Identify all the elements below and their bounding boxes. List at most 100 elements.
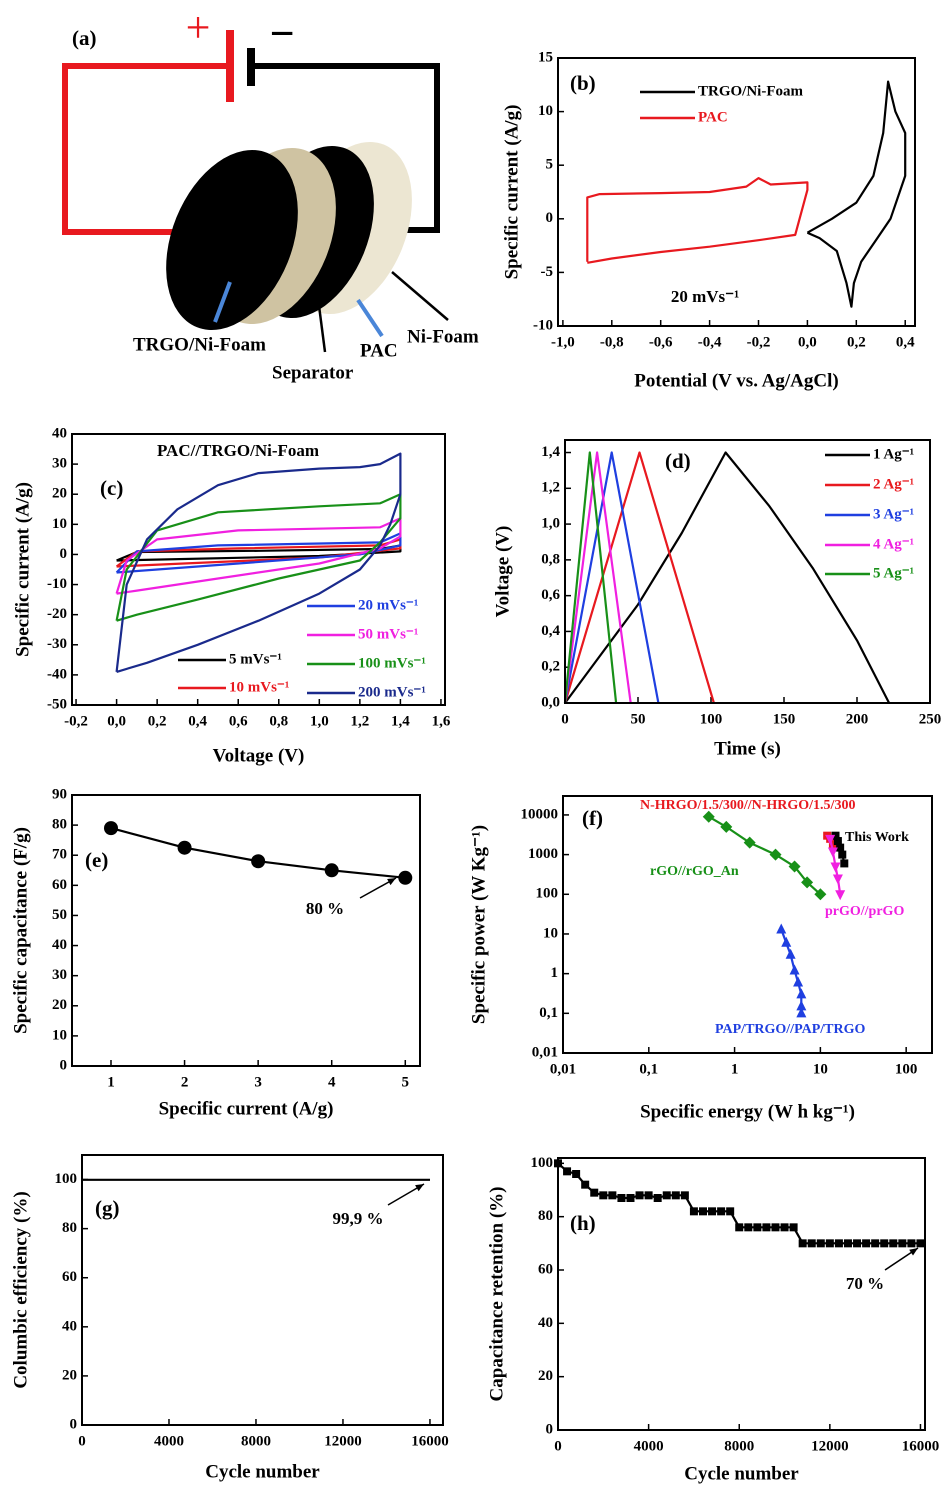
x-tick-label: -0,4 [698,334,722,350]
marker [689,1207,698,1216]
marker [807,1239,816,1248]
marker [702,810,715,823]
chart: 0 4000 8000 12000 16000 0 20 40 60 80 100 (g) Cycle … [10,1154,449,1482]
annotation: 80 % [306,899,344,918]
marker [907,1239,916,1248]
x-tick-label: -0,8 [600,334,624,350]
legend-label: 5 Ag⁻¹ [873,565,914,581]
y-tick-label: 70 [52,847,67,863]
marker [398,870,413,885]
y-tick-label: 0 [60,1057,68,1073]
series-line [806,80,907,308]
marker [789,1223,798,1232]
x-tick-label: 4000 [634,1438,664,1454]
y-tick-label: 0,0 [541,694,560,710]
panel-label: (b) [570,71,596,95]
arrow-head [387,878,396,886]
legend-label: 10 mVs⁻¹ [229,679,289,695]
red-wire [62,63,230,235]
plot-area: -0,2 0,0 0,2 0,4 0,6 0,8 1,0 1,2 1,4 1,6 -50 -40 -30… [47,425,451,729]
label: TRGO/Ni-Foam [133,334,266,355]
series-line [563,451,715,704]
marker [780,1223,789,1232]
arrow [391,271,449,321]
x-tick-label: 1,6 [432,713,451,729]
panel-label: (d) [665,449,691,473]
x-tick-label: 16000 [411,1433,449,1449]
annotation: 70 % [846,1274,884,1293]
x-tick-label: 0 [554,1438,562,1454]
x-axis-label: Voltage (V) [213,745,305,766]
marker [771,1223,780,1232]
y-tick-label: 0 [70,1416,78,1432]
chart: 0 4000 8000 12000 16000 0 20 40 60 80 100 (h) Cycle … [486,1155,939,1485]
y-tick-label: 60 [52,877,67,893]
series-line [563,451,632,704]
plot-area: 0 4000 8000 12000 16000 0 20 40 60 80 100 [531,1155,940,1455]
y-axis-label: Specific current (A/g) [501,105,522,280]
y-tick-label: 1000 [528,846,558,862]
y-tick-label: 0 [546,210,554,226]
legend-label: This Work [845,830,909,845]
marker [798,1239,807,1248]
plot-area: 0,01 0,1 1 10 100 0,01 0,1 1 10 100 1000 10000 [521,806,918,1077]
panel-label: (e) [85,848,108,872]
arrow [213,281,232,323]
x-tick-label: 50 [631,711,646,727]
chart: 0 50 100 150 200 250 0,0 0,2 0,4 0,6 0,8 1,0 1,2 1,4 1… [492,439,941,759]
x-axis-label: Cycle number [205,1461,320,1482]
y-tick-label: -10 [47,576,67,592]
marker [840,859,849,868]
x-tick-label: 4 [328,1074,336,1090]
marker [889,1239,898,1248]
x-tick-label: 1 [107,1074,115,1090]
y-tick-label: 0,4 [541,623,560,639]
marker [832,874,843,885]
arrow-head [415,1184,424,1192]
marker [834,1239,843,1248]
x-tick-label: 8000 [241,1433,271,1449]
arrow [316,297,327,353]
y-tick-label: 80 [538,1208,553,1224]
x-tick-label: 16000 [902,1438,940,1454]
y-axis-label: Specific capacitance (F/g) [10,827,31,1034]
marker [599,1191,608,1200]
y-tick-label: 10 [538,103,553,119]
axes-frame [557,57,916,327]
marker [827,847,838,858]
x-tick-label: 0,0 [798,334,817,350]
y-tick-label: -50 [47,696,67,712]
x-tick-label: 200 [846,711,869,727]
marker [762,1223,771,1232]
legend-label: 50 mVs⁻¹ [358,626,418,642]
panel-a: (a) + − TRGO/Ni-Foam Separator PAC Ni-Fo… [62,3,479,383]
axes-frame [562,795,933,1054]
black-wire [250,63,440,233]
y-tick-label: 0,6 [541,587,560,603]
y-tick-label: 1 [551,965,559,981]
x-tick-label: 5 [402,1074,410,1090]
y-tick-label: 10 [52,516,67,532]
legend-label: 20 mVs⁻¹ [358,597,418,613]
series-line [586,177,809,264]
marker [563,1167,572,1176]
y-tick-label: 1,4 [541,444,560,460]
x-tick-label: -0,2 [64,713,88,729]
x-axis-label: Potential (V vs. Ag/AgCl) [634,370,838,391]
x-tick-label: 0,2 [148,713,167,729]
label: Separator [272,362,354,383]
x-tick-label: 0,8 [269,713,288,729]
x-axis-label: Specific current (A/g) [159,1098,334,1119]
marker [880,1239,889,1248]
x-tick-label: 150 [773,711,796,727]
marker [835,890,846,901]
marker [785,948,796,959]
marker [796,1000,807,1011]
y-axis-label: Capacitance retention (%) [486,1187,507,1402]
x-axis-label: Time (s) [714,738,781,759]
x-axis-label: Specific energy (W h kg⁻¹) [640,1101,855,1122]
marker [776,923,787,934]
x-tick-label: 1,4 [391,713,410,729]
marker [814,888,827,901]
